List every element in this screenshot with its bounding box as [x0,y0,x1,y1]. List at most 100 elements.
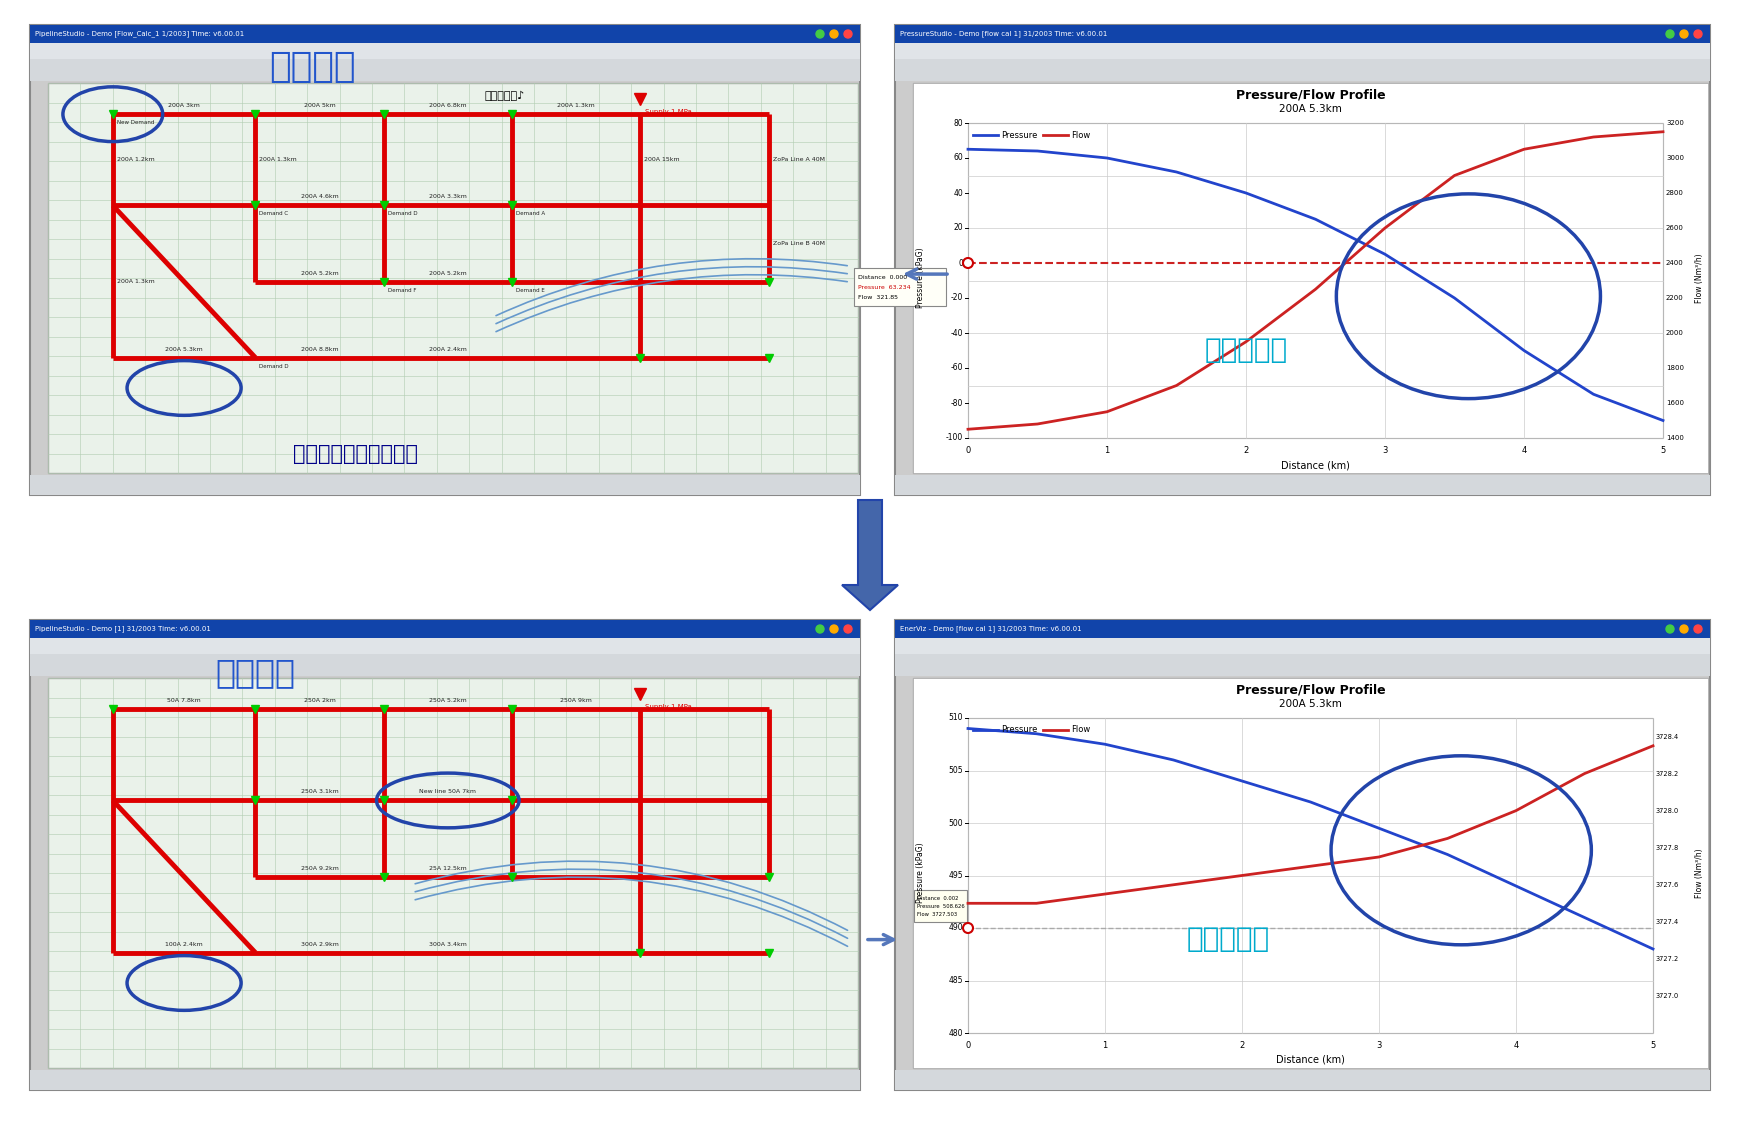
Text: Flow  321.85: Flow 321.85 [857,296,897,300]
FancyBboxPatch shape [967,718,1652,1033]
Text: -20: -20 [949,293,962,302]
Text: 3: 3 [1381,446,1388,455]
FancyBboxPatch shape [30,25,859,495]
Text: 200A 1.3km: 200A 1.3km [556,103,595,108]
FancyBboxPatch shape [894,620,1709,1090]
Text: 500: 500 [948,818,962,827]
Text: 200A 3.3km: 200A 3.3km [428,194,466,200]
Circle shape [843,625,852,633]
Circle shape [843,30,852,38]
Text: -80: -80 [949,398,962,407]
Text: 490: 490 [948,923,962,932]
FancyBboxPatch shape [30,475,859,495]
Text: Pressure (kPaG): Pressure (kPaG) [916,843,925,904]
Text: Pressure (kPaG): Pressure (kPaG) [916,248,925,308]
Text: Flow (Nm³/h): Flow (Nm³/h) [1694,848,1704,898]
Text: 2: 2 [1238,1041,1243,1050]
FancyBboxPatch shape [894,43,1709,59]
Text: 40: 40 [953,188,962,197]
Text: Demand D: Demand D [388,211,417,217]
Text: 80: 80 [953,119,962,128]
Text: ZoPa Line A 40M: ZoPa Line A 40M [772,157,824,162]
Text: 200A 1.3km: 200A 1.3km [117,280,155,284]
Circle shape [1664,625,1673,633]
Text: 0: 0 [958,259,962,267]
Text: 300A 2.9km: 300A 2.9km [301,941,339,947]
FancyBboxPatch shape [30,43,859,59]
Circle shape [830,625,838,633]
Text: 2000: 2000 [1664,330,1683,335]
FancyBboxPatch shape [30,638,859,654]
Text: -40: -40 [949,329,962,338]
Text: 250A 5.2km: 250A 5.2km [430,698,466,703]
Text: 505: 505 [948,766,962,775]
FancyBboxPatch shape [913,83,1708,474]
Text: 200A 8.8km: 200A 8.8km [301,347,337,351]
Text: 250A 3.1km: 250A 3.1km [301,790,337,794]
Text: 480: 480 [948,1028,962,1037]
Text: Pressure/Flow Profile: Pressure/Flow Profile [1235,89,1384,102]
Text: Pressure  508.626: Pressure 508.626 [916,905,963,909]
Text: Distance  0.002: Distance 0.002 [916,896,958,901]
Text: 200A 15km: 200A 15km [643,157,680,162]
Text: 3727.2: 3727.2 [1656,956,1678,962]
Text: 200A 5.2km: 200A 5.2km [301,270,337,275]
FancyBboxPatch shape [967,123,1662,438]
FancyBboxPatch shape [894,654,1709,675]
Circle shape [962,258,972,268]
Text: 200A 5.3km: 200A 5.3km [1278,104,1341,114]
Text: 1600: 1600 [1664,400,1683,406]
Text: EnerViz - Demo [flow cal 1] 31/2003 Time: v6.00.01: EnerViz - Demo [flow cal 1] 31/2003 Time… [899,625,1082,632]
Text: Flow: Flow [1071,130,1090,139]
Text: 250A 9.2km: 250A 9.2km [301,866,339,871]
Text: -100: -100 [946,434,962,443]
Text: 200A 2.4km: 200A 2.4km [428,347,466,351]
FancyBboxPatch shape [30,59,859,81]
Text: 2600: 2600 [1664,225,1683,230]
Text: 200A 3km: 200A 3km [169,103,200,108]
FancyBboxPatch shape [913,678,1708,1068]
Text: Pressure: Pressure [1000,726,1036,735]
Text: 2200: 2200 [1664,296,1683,301]
Text: 200A 5.3km: 200A 5.3km [1278,699,1341,709]
Text: 高圧ライン♪: 高圧ライン♪ [485,90,525,100]
Circle shape [816,30,824,38]
Text: Flow  3727.503: Flow 3727.503 [916,913,956,917]
Text: -60: -60 [949,364,962,372]
FancyBboxPatch shape [49,678,857,1068]
Text: 200A 5.2km: 200A 5.2km [430,270,466,275]
Text: 250A 9km: 250A 9km [560,698,591,703]
FancyBboxPatch shape [913,890,967,922]
Text: 250A 2km: 250A 2km [303,698,336,703]
FancyBboxPatch shape [30,620,859,1090]
Text: 庄力最下点チェック！: 庄力最下点チェック！ [294,444,417,463]
FancyBboxPatch shape [913,83,1708,474]
Circle shape [1694,30,1701,38]
Text: 200A 6.8km: 200A 6.8km [430,103,466,108]
Text: 1: 1 [1103,1041,1108,1050]
Text: 20: 20 [953,224,962,233]
FancyBboxPatch shape [30,1070,859,1090]
Text: 300A 3.4km: 300A 3.4km [428,941,466,947]
Circle shape [830,30,838,38]
Polygon shape [842,500,897,610]
FancyBboxPatch shape [894,59,1709,81]
Text: New line 50A 7km: New line 50A 7km [419,790,476,794]
FancyBboxPatch shape [30,654,859,675]
Text: 4: 4 [1513,1041,1518,1050]
Text: 200A 5km: 200A 5km [304,103,336,108]
Text: 1800: 1800 [1664,365,1683,371]
Text: 新規需要: 新規需要 [270,50,355,84]
FancyBboxPatch shape [894,25,1709,495]
FancyBboxPatch shape [30,620,859,638]
Text: 3727.8: 3727.8 [1656,844,1678,851]
Text: Distance (km): Distance (km) [1280,460,1349,470]
FancyBboxPatch shape [894,620,1709,638]
Text: Pressure: Pressure [1000,130,1036,139]
Text: Demand A: Demand A [516,211,544,217]
Text: 3: 3 [1376,1041,1381,1050]
Circle shape [816,625,824,633]
Text: 1: 1 [1104,446,1109,455]
Text: 3200: 3200 [1664,120,1683,126]
Text: 3728.2: 3728.2 [1656,770,1678,777]
